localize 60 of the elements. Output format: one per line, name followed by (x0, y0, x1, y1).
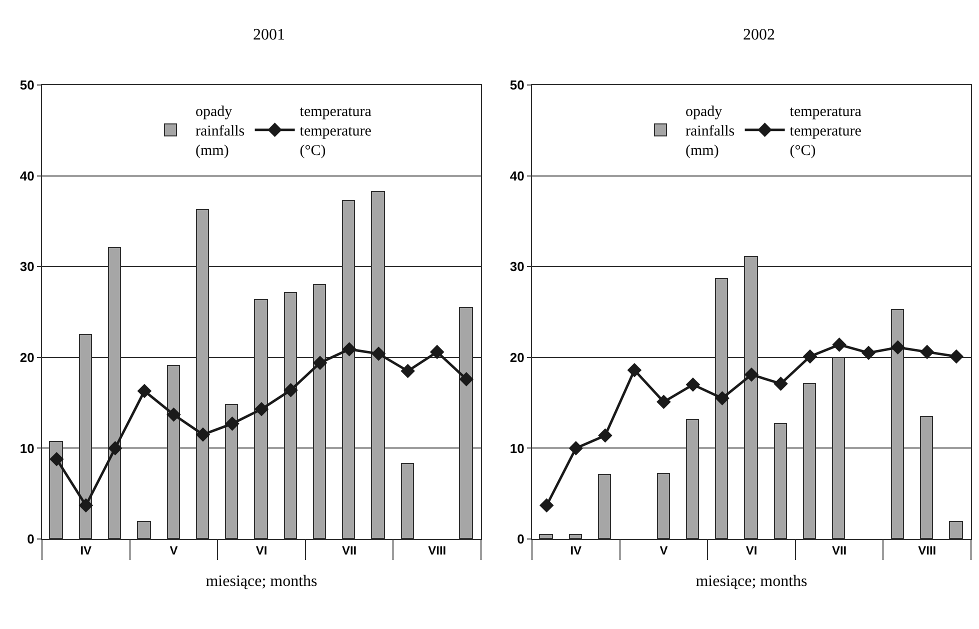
point (78, 498, 94, 513)
legend-label: temperatura temperature (°C) (790, 104, 862, 160)
point (196, 427, 210, 442)
point (342, 342, 356, 356)
x-tick-label: VI (746, 543, 758, 558)
x-tick-label: VIII (918, 543, 936, 558)
point (108, 441, 122, 456)
point (400, 364, 415, 378)
point (137, 384, 152, 398)
x-axis-title: miesiące; months (696, 573, 808, 590)
y-tick-label: 30 (20, 259, 34, 274)
x-tick-label: V (170, 543, 178, 558)
y-tick-label: 0 (27, 532, 34, 547)
y-tick-label: 30 (510, 259, 524, 274)
point (459, 372, 474, 386)
y-tick-label: 50 (20, 78, 34, 93)
point (312, 356, 328, 370)
x-axis-title: miesiące; months (206, 573, 318, 590)
y-tick-label: 20 (510, 350, 524, 365)
chart-title: 2001 (252, 26, 285, 44)
point (627, 362, 642, 378)
point (802, 349, 818, 364)
x-tick-label: VI (256, 543, 268, 558)
x-tick-label: V (660, 543, 668, 558)
point (715, 391, 730, 406)
x-tick-label: VII (832, 543, 847, 558)
y-tick-label: 40 (20, 168, 34, 184)
legend-label: opady rainfalls (mm) (196, 104, 245, 160)
chart-title: 2002 (742, 26, 775, 44)
point (371, 346, 386, 361)
point (49, 452, 64, 466)
legend-label: temperatura temperature (°C) (300, 104, 372, 160)
x-tick-label: VIII (428, 543, 446, 558)
point (890, 340, 905, 355)
y-tick-label: 50 (510, 78, 524, 93)
point (744, 368, 759, 382)
x-tick-label: IV (570, 543, 582, 558)
y-tick-label: 20 (20, 350, 34, 365)
point (166, 407, 181, 422)
point (920, 344, 934, 360)
y-tick-label: 10 (20, 440, 34, 456)
legend-label: opady rainfalls (mm) (686, 104, 735, 160)
x-tick-label: VII (342, 543, 357, 558)
point (774, 376, 788, 391)
x-tick-label: IV (80, 543, 92, 558)
point (861, 346, 876, 360)
point (598, 428, 612, 443)
point (430, 344, 444, 360)
point (568, 441, 584, 456)
point (949, 349, 964, 364)
point (284, 382, 298, 398)
point (656, 394, 671, 410)
y-tick-label: 0 (517, 532, 524, 547)
point (832, 338, 846, 352)
y-tick-label: 40 (510, 168, 524, 184)
point (539, 498, 554, 513)
point (225, 416, 240, 431)
point (686, 377, 700, 392)
point (254, 402, 269, 416)
y-tick-label: 10 (510, 440, 524, 456)
